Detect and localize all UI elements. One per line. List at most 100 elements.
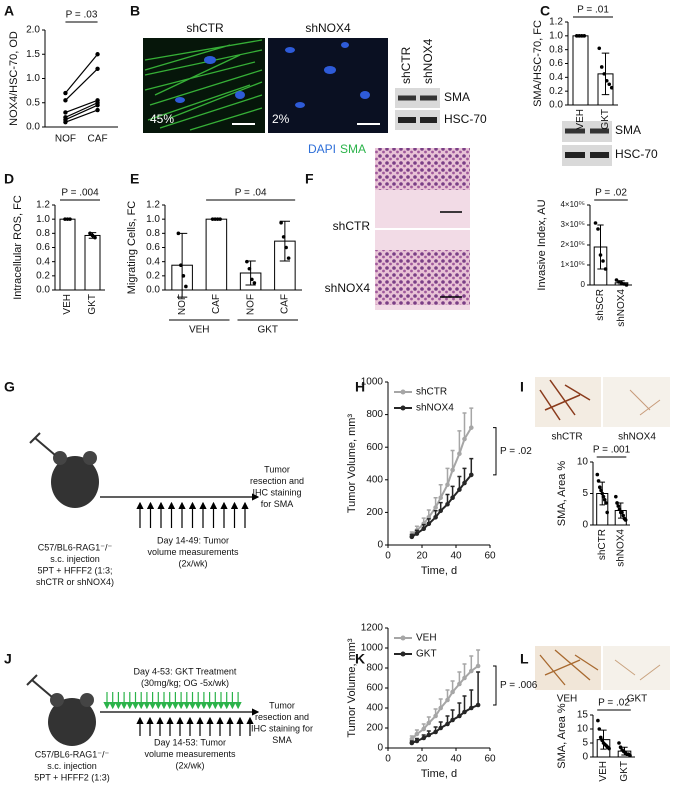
data-point xyxy=(602,498,607,502)
data-point xyxy=(624,283,629,287)
x-tick-label: GKT xyxy=(619,761,630,782)
annotation-bracket xyxy=(493,427,497,476)
data-point xyxy=(600,491,605,496)
data-point xyxy=(250,277,254,282)
annotation: P = .001 xyxy=(593,445,631,456)
panel-letter: H xyxy=(355,379,365,395)
schematic-text: Tumor xyxy=(264,464,290,474)
data-point xyxy=(95,102,100,108)
y-tick-label: 1.0 xyxy=(549,30,563,41)
data-point xyxy=(450,689,455,695)
panel-letter: F xyxy=(305,171,314,187)
image-label: shNOX4 xyxy=(618,432,656,443)
y-axis-label: Tumor Volume, mm³ xyxy=(346,414,358,514)
x-tick-label: 20 xyxy=(416,551,428,562)
y-tick-label: 1.0 xyxy=(146,214,160,225)
annotation: P = .04 xyxy=(235,188,267,199)
data-point xyxy=(414,731,420,737)
data-point xyxy=(179,263,183,268)
x-tick-label: GKT xyxy=(600,109,611,130)
y-tick-label: 1000 xyxy=(361,377,384,388)
y-tick-label: 1.2 xyxy=(549,17,563,28)
nuclei xyxy=(175,42,370,108)
schematic-text: volume measurements xyxy=(147,547,239,557)
data-point xyxy=(414,531,420,536)
data-point xyxy=(421,735,427,741)
annotation: P = .004 xyxy=(61,188,99,199)
error-bar xyxy=(457,430,462,454)
data-point xyxy=(426,720,432,726)
y-tick-label: 1.2 xyxy=(36,200,50,211)
data-point xyxy=(462,709,467,715)
data-point xyxy=(607,82,612,87)
x-tick-label: 60 xyxy=(484,551,496,562)
y-axis-label: Invasive Index, AU xyxy=(536,199,548,290)
y-tick-label: 600 xyxy=(366,442,383,453)
data-point xyxy=(433,505,438,510)
schematic-text: Tumor xyxy=(269,700,295,710)
schematic-text: shCTR or shNOX4) xyxy=(36,577,114,587)
y-tick-label: 0.8 xyxy=(36,228,50,239)
data-point xyxy=(215,217,220,221)
y-tick-label: 0.5 xyxy=(26,97,40,108)
data-point xyxy=(421,726,427,732)
data-point xyxy=(95,107,100,113)
schematic-text: 5PT + HFFF2 (1:3) xyxy=(34,772,110,782)
paired-line xyxy=(65,102,98,118)
y-tick-label: 200 xyxy=(366,507,383,518)
panel-letter: C xyxy=(540,3,550,19)
data-point xyxy=(63,110,68,115)
data-point xyxy=(433,514,438,520)
error-bar xyxy=(469,457,474,475)
band-label: SMA xyxy=(444,90,470,104)
image-label: shNOX4 xyxy=(305,21,351,35)
data-point xyxy=(574,34,579,38)
ihc-image xyxy=(603,646,670,690)
image-label: shNOX4 xyxy=(325,281,371,295)
data-point xyxy=(433,713,438,719)
schematic-text: (30mg/kg; OG -5x/wk) xyxy=(141,678,229,688)
data-point xyxy=(469,668,474,674)
y-axis-label: Migrating Cells, FC xyxy=(126,201,138,295)
schematic-text: IHC staining for xyxy=(251,723,313,733)
data-point xyxy=(450,467,455,473)
data-point xyxy=(616,504,621,508)
data-point xyxy=(600,738,604,742)
y-tick-label: 1200 xyxy=(361,623,384,634)
x-tick-label: CAF xyxy=(88,134,108,145)
data-point xyxy=(63,119,68,125)
legend-label: shCTR xyxy=(416,387,447,398)
schematic-text: Day 4-53: GKT Treatment xyxy=(134,666,237,676)
data-point xyxy=(90,233,95,238)
data-point xyxy=(445,501,450,507)
data-point xyxy=(599,488,603,493)
x-tick-label: shNOX4 xyxy=(616,289,627,327)
group-label: GKT xyxy=(257,325,278,336)
y-tick-label: 0 xyxy=(581,280,586,289)
y-tick-label: 400 xyxy=(366,703,383,714)
y-tick-label: 0.6 xyxy=(146,242,160,253)
y-tick-label: 1×10⁰⁵ xyxy=(560,260,585,269)
data-point xyxy=(595,472,600,477)
schematic-text: for SMA xyxy=(261,499,294,509)
blot xyxy=(562,121,612,142)
error-bar xyxy=(450,449,455,471)
error-bar xyxy=(462,663,467,678)
annotation: P = .02 xyxy=(595,188,627,199)
data-point xyxy=(450,495,455,501)
error-bar xyxy=(462,467,467,484)
y-tick-label: 0 xyxy=(582,752,588,763)
legend-marker xyxy=(400,405,406,411)
data-point xyxy=(252,281,257,285)
schematic-text: resection and xyxy=(250,476,304,486)
y-axis-label: SMA, Area % xyxy=(556,703,568,769)
series-line xyxy=(411,427,473,536)
data-point xyxy=(604,78,609,83)
paired-line xyxy=(64,53,99,94)
image-label: shCTR xyxy=(551,432,582,443)
blot xyxy=(395,88,440,108)
panel-letter: J xyxy=(4,651,12,667)
x-tick-label: shNOX4 xyxy=(615,529,626,567)
data-point xyxy=(617,507,622,512)
mouse xyxy=(48,698,96,746)
